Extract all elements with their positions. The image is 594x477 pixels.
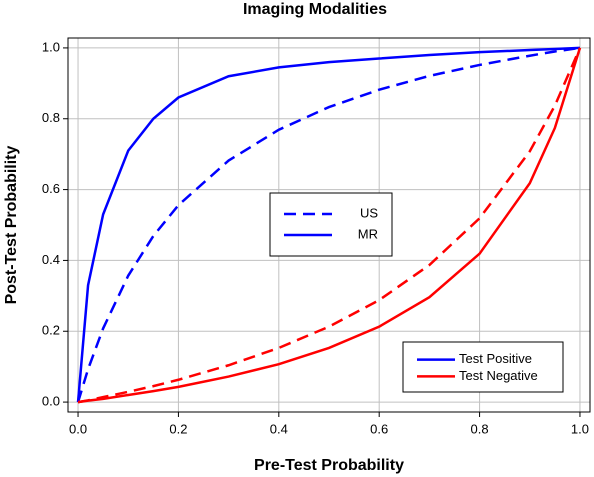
legend-label: US xyxy=(360,205,378,220)
legend-label: Test Negative xyxy=(459,368,538,383)
series-line xyxy=(77,47,582,404)
x-tick-label: 0.4 xyxy=(270,421,288,436)
y-tick-label: 0.0 xyxy=(42,394,60,409)
legend-label: MR xyxy=(358,226,378,241)
x-tick-label: 0.2 xyxy=(169,421,187,436)
y-tick-label: 1.0 xyxy=(42,39,60,54)
legend: Test Positive Test Negative xyxy=(402,341,564,393)
chart-title: Imaging Modalities xyxy=(243,1,387,18)
x-tick-label: 0.8 xyxy=(471,421,489,436)
x-tick-label: 1.0 xyxy=(571,421,589,436)
y-tick-label: 0.8 xyxy=(42,110,60,125)
series-line xyxy=(77,47,582,404)
series-line xyxy=(76,46,581,403)
legend-label: Test Positive xyxy=(459,351,532,366)
legend-box xyxy=(402,341,564,393)
legend: US MR xyxy=(269,192,393,257)
series-line xyxy=(76,46,581,403)
y-tick-label: 0.2 xyxy=(42,323,60,338)
y-tick-label: 0.4 xyxy=(42,252,60,267)
x-tick-label: 0.0 xyxy=(69,421,87,436)
plot-frame xyxy=(67,37,591,413)
y-axis-label: Post-Test Probability xyxy=(3,145,20,304)
x-axis-label: Pre-Test Probability xyxy=(254,457,404,474)
y-tick-label: 0.6 xyxy=(42,181,60,196)
x-tick-label: 0.6 xyxy=(370,421,388,436)
legend-box xyxy=(269,192,393,257)
